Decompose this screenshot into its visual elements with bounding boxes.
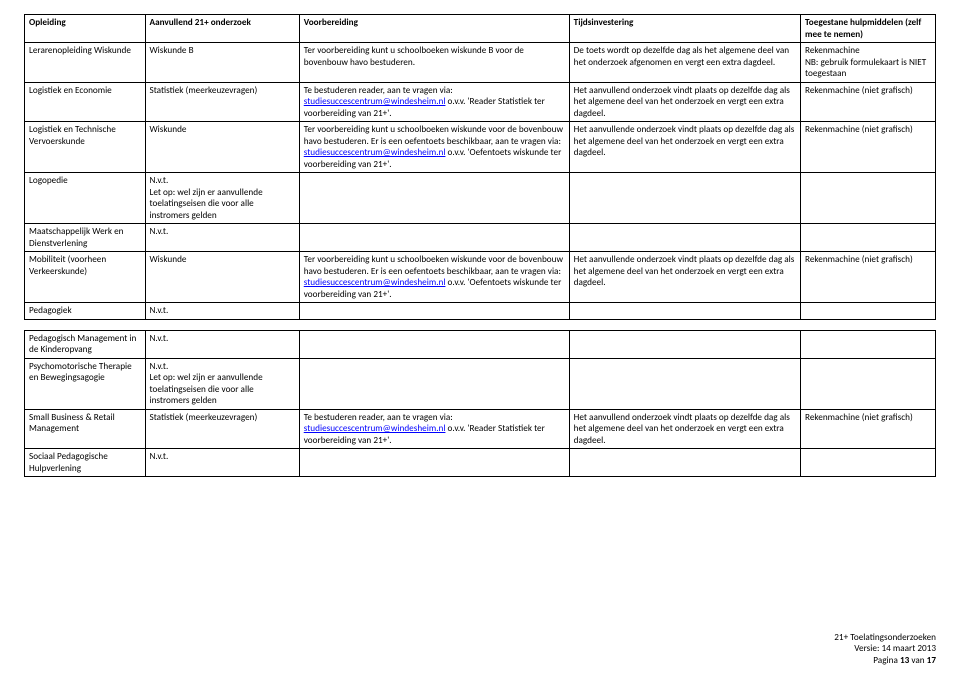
cell-voorbereiding (299, 303, 569, 320)
cell-hulpmiddelen (801, 358, 936, 409)
footer-line2: Versie: 14 maart 2013 (834, 643, 936, 655)
cell-tijdsinvestering (569, 358, 800, 409)
cell-voorbereiding: Te bestuderen reader, aan te vragen via:… (299, 82, 569, 122)
cell-opleiding: Pedagogisch Management in de Kinderopvan… (25, 330, 146, 358)
cell-onderzoek: N.v.t. (145, 303, 299, 320)
table-row: Pedagogisch Management in de Kinderopvan… (25, 330, 936, 358)
footer-page-total: 17 (927, 655, 936, 666)
email-link[interactable]: studiesuccescentrum@windesheim.nl (304, 277, 446, 288)
cell-voorbereiding: Te bestuderen reader, aan te vragen via:… (299, 409, 569, 449)
table-row: Maatschappelijk Werk en DienstverleningN… (25, 224, 936, 252)
header-hulpmiddelen: Toegestane hulpmiddelen (zelf mee te nem… (801, 15, 936, 43)
cell-opleiding: Mobiliteit (voorheen Verkeerskunde) (25, 252, 146, 303)
voorbereiding-text-pre: Ter voorbereiding kunt u schoolboeken wi… (304, 254, 563, 277)
cell-onderzoek: N.v.t. Let op: wel zijn er aanvullende t… (145, 358, 299, 409)
cell-onderzoek: Statistiek (meerkeuzevragen) (145, 82, 299, 122)
cell-tijdsinvestering: Het aanvullend onderzoek vindt plaats op… (569, 82, 800, 122)
table-header-row: Opleiding Aanvullend 21+ onderzoek Voorb… (25, 15, 936, 43)
cell-hulpmiddelen (801, 449, 936, 477)
cell-onderzoek: Wiskunde B (145, 43, 299, 83)
table-row: Mobiliteit (voorheen Verkeerskunde)Wisku… (25, 252, 936, 303)
cell-opleiding: Sociaal Pedagogische Hulpverlening (25, 449, 146, 477)
table-row: Lerarenopleiding WiskundeWiskunde BTer v… (25, 43, 936, 83)
cell-hulpmiddelen (801, 330, 936, 358)
cell-opleiding: Logistiek en Technische Vervoerskunde (25, 122, 146, 173)
cell-opleiding: Logistiek en Economie (25, 82, 146, 122)
cell-voorbereiding: Ter voorbereiding kunt u schoolboeken wi… (299, 122, 569, 173)
cell-voorbereiding (299, 173, 569, 224)
page-footer: 21+ Toelatingsonderzoeken Versie: 14 maa… (834, 632, 936, 667)
cell-hulpmiddelen: Rekenmachine (niet grafisch) (801, 252, 936, 303)
footer-page-prefix: Pagina (873, 655, 900, 666)
cell-onderzoek: Wiskunde (145, 122, 299, 173)
table-row: Small Business & Retail ManagementStatis… (25, 409, 936, 449)
header-opleiding: Opleiding (25, 15, 146, 43)
cell-tijdsinvestering (569, 330, 800, 358)
header-tijdsinvestering: Tijdsinvestering (569, 15, 800, 43)
footer-page-current: 13 (900, 655, 909, 666)
table-row: Logistiek en EconomieStatistiek (meerkeu… (25, 82, 936, 122)
cell-tijdsinvestering: Het aanvullende onderzoek vindt plaats o… (569, 122, 800, 173)
cell-hulpmiddelen: Rekenmachine (niet grafisch) (801, 122, 936, 173)
cell-voorbereiding (299, 224, 569, 252)
cell-tijdsinvestering (569, 449, 800, 477)
cell-tijdsinvestering (569, 224, 800, 252)
cell-hulpmiddelen: Rekenmachine NB: gebruik formulekaart is… (801, 43, 936, 83)
email-link[interactable]: studiesuccescentrum@windesheim.nl (304, 96, 446, 107)
cell-opleiding: Psychomotorische Therapie en Bewegingsag… (25, 358, 146, 409)
cell-voorbereiding (299, 330, 569, 358)
email-link[interactable]: studiesuccescentrum@windesheim.nl (304, 423, 446, 434)
voorbereiding-text-pre: Te bestuderen reader, aan te vragen via: (304, 412, 453, 423)
cell-onderzoek: N.v.t. (145, 330, 299, 358)
cell-hulpmiddelen (801, 303, 936, 320)
table-row: Logistiek en Technische VervoerskundeWis… (25, 122, 936, 173)
footer-line1: 21+ Toelatingsonderzoeken (834, 632, 936, 644)
cell-onderzoek: Wiskunde (145, 252, 299, 303)
cell-opleiding: Maatschappelijk Werk en Dienstverlening (25, 224, 146, 252)
cell-opleiding: Logopedie (25, 173, 146, 224)
cell-tijdsinvestering: De toets wordt op dezelfde dag als het a… (569, 43, 800, 83)
cell-voorbereiding: Ter voorbereiding kunt u schoolboeken wi… (299, 252, 569, 303)
cell-opleiding: Pedagogiek (25, 303, 146, 320)
footer-line3: Pagina 13 van 17 (834, 655, 936, 667)
voorbereiding-text-pre: Te bestuderen reader, aan te vragen via: (304, 85, 453, 96)
voorbereiding-text-pre: Ter voorbereiding kunt u schoolboeken wi… (304, 124, 563, 147)
cell-tijdsinvestering (569, 173, 800, 224)
cell-tijdsinvestering (569, 303, 800, 320)
table-row: Psychomotorische Therapie en Bewegingsag… (25, 358, 936, 409)
table-row: Sociaal Pedagogische HulpverleningN.v.t. (25, 449, 936, 477)
cell-onderzoek: Statistiek (meerkeuzevragen) (145, 409, 299, 449)
cell-hulpmiddelen: Rekenmachine (niet grafisch) (801, 82, 936, 122)
header-voorbereiding: Voorbereiding (299, 15, 569, 43)
cell-onderzoek: N.v.t. Let op: wel zijn er aanvullende t… (145, 173, 299, 224)
table-gap (25, 319, 936, 330)
header-onderzoek: Aanvullend 21+ onderzoek (145, 15, 299, 43)
cell-hulpmiddelen: Rekenmachine (niet grafisch) (801, 409, 936, 449)
table-row: LogopedieN.v.t. Let op: wel zijn er aanv… (25, 173, 936, 224)
cell-tijdsinvestering: Het aanvullende onderzoek vindt plaats o… (569, 252, 800, 303)
cell-voorbereiding: Ter voorbereiding kunt u schoolboeken wi… (299, 43, 569, 83)
cell-opleiding: Lerarenopleiding Wiskunde (25, 43, 146, 83)
cell-onderzoek: N.v.t. (145, 224, 299, 252)
table-row: PedagogiekN.v.t. (25, 303, 936, 320)
cell-hulpmiddelen (801, 173, 936, 224)
footer-page-mid: van (909, 655, 926, 666)
cell-voorbereiding (299, 449, 569, 477)
cell-hulpmiddelen (801, 224, 936, 252)
cell-voorbereiding (299, 358, 569, 409)
page: Opleiding Aanvullend 21+ onderzoek Voorb… (0, 0, 960, 674)
programs-table: Opleiding Aanvullend 21+ onderzoek Voorb… (24, 14, 936, 477)
cell-tijdsinvestering: Het aanvullend onderzoek vindt plaats op… (569, 409, 800, 449)
cell-onderzoek: N.v.t. (145, 449, 299, 477)
email-link[interactable]: studiesuccescentrum@windesheim.nl (304, 147, 446, 158)
cell-opleiding: Small Business & Retail Management (25, 409, 146, 449)
